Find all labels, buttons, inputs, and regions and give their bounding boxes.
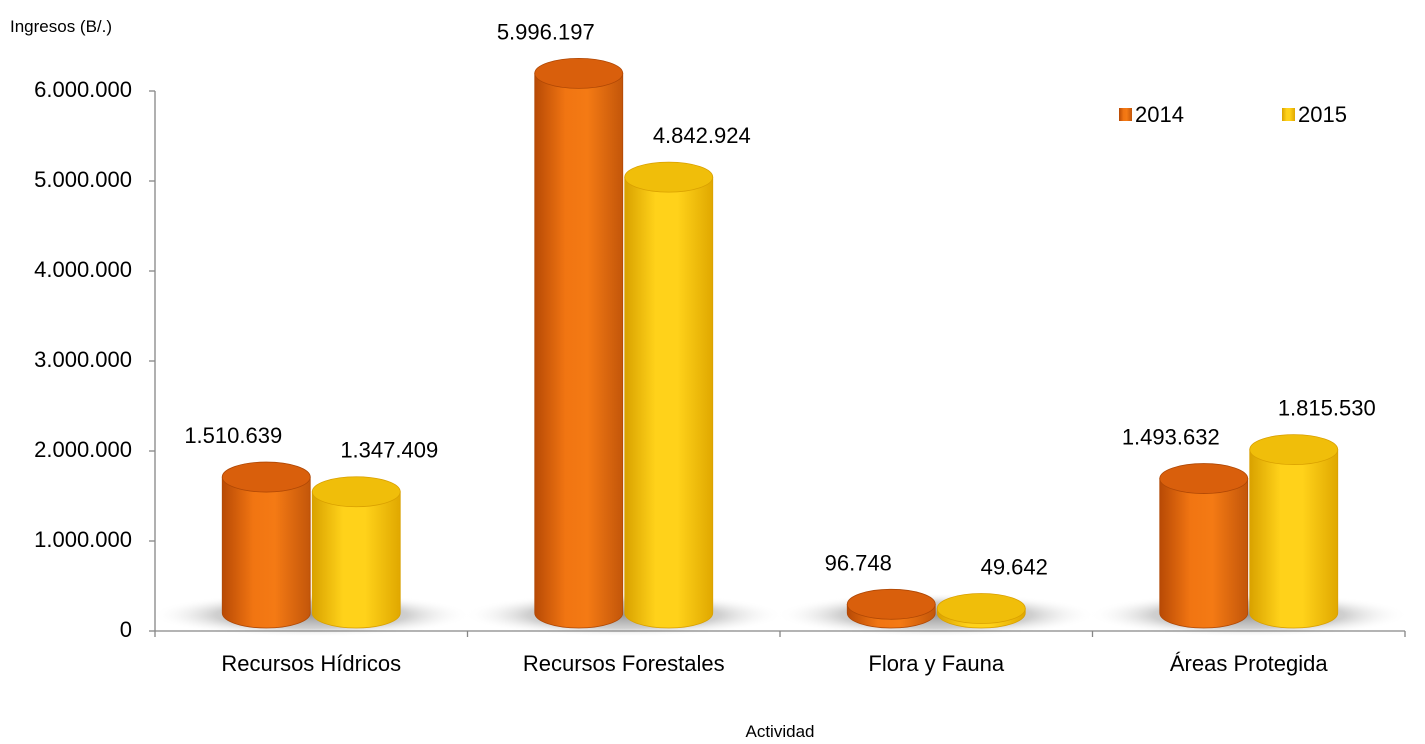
bar-recursos-forestales-2015 [624,161,714,629]
y-tick-label: 6.000.000 [34,77,132,102]
bar-body [221,476,311,629]
data-label-flora-y-fauna-2015: 49.642 [981,555,1048,580]
data-label-recursos-hidricos-2014: 1.510.639 [184,423,282,448]
bar-body [311,491,401,629]
bar-body [534,72,624,629]
bar-top [534,57,624,89]
data-label-flora-y-fauna-2014: 96.748 [825,550,892,575]
bar-areas-protegida-2015 [1249,434,1339,629]
data-label-recursos-forestales-2014: 5.996.197 [497,19,595,44]
legend-swatch-2014 [1119,108,1132,121]
bar-flora-y-fauna-2015 [936,593,1026,629]
x-tick-label-flora-y-fauna: Flora y Fauna [868,651,1004,676]
bar-recursos-forestales-2014 [534,57,624,629]
y-tick-label: 2.000.000 [34,437,132,462]
x-tick-label-recursos-hidricos: Recursos Hídricos [221,651,401,676]
y-tick-label: 0 [120,617,132,642]
bar-top [936,593,1026,624]
y-axis-label: Ingresos (B/.) [10,17,112,36]
x-tick-label-areas-protegida: Áreas Protegida [1170,651,1329,676]
y-tick-label: 4.000.000 [34,257,132,282]
y-tick-label: 1.000.000 [34,527,132,552]
bar-top [221,461,311,493]
bar-recursos-hidricos-2014 [221,461,311,629]
data-label-areas-protegida-2015: 1.815.530 [1278,396,1376,421]
data-label-areas-protegida-2014: 1.493.632 [1122,425,1220,450]
bar-recursos-hidricos-2015 [311,476,401,629]
x-axis-label: Actividad [746,722,815,741]
bar-flora-y-fauna-2014 [846,588,936,629]
bar-top [311,476,401,508]
y-tick-label: 5.000.000 [34,167,132,192]
bar-top [1159,463,1249,494]
bar-body [1159,478,1249,629]
legend: 2014 2015 [1119,102,1347,127]
x-tick-label-recursos-forestales: Recursos Forestales [523,651,725,676]
legend-label-2015: 2015 [1298,102,1347,127]
bar-top [624,161,714,193]
bar-areas-protegida-2014 [1159,463,1249,629]
data-label-recursos-hidricos-2015: 1.347.409 [340,438,438,463]
y-tick-label: 3.000.000 [34,347,132,372]
bar-top [846,588,936,620]
legend-swatch-2015 [1282,108,1295,121]
bar-body [624,176,714,629]
legend-label-2014: 2014 [1135,102,1184,127]
bar-body [1249,449,1339,629]
bar-top [1249,434,1339,466]
data-label-recursos-forestales-2015: 4.842.924 [653,123,751,148]
